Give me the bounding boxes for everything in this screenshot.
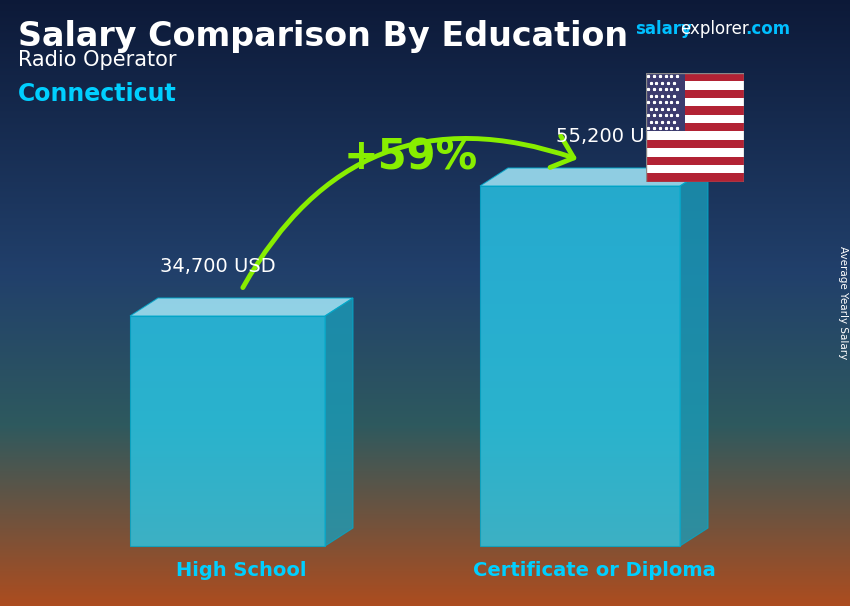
Polygon shape [680, 168, 708, 546]
Text: 55,200 USD: 55,200 USD [556, 127, 672, 146]
Polygon shape [325, 298, 353, 546]
Bar [646, 140, 744, 148]
Text: salary: salary [635, 20, 692, 38]
Bar [646, 173, 744, 182]
Text: Average Yearly Salary: Average Yearly Salary [838, 247, 848, 359]
Text: .com: .com [745, 20, 791, 38]
Text: explorer: explorer [680, 20, 749, 38]
Bar [646, 148, 744, 156]
Text: 34,700 USD: 34,700 USD [160, 257, 275, 276]
Polygon shape [130, 298, 353, 316]
Bar [646, 165, 744, 173]
Text: Salary Comparison By Education: Salary Comparison By Education [18, 20, 628, 53]
Bar [646, 73, 685, 132]
Bar [646, 156, 744, 165]
Text: Connecticut: Connecticut [18, 82, 177, 106]
Polygon shape [480, 186, 680, 546]
Bar [646, 90, 744, 98]
Bar [646, 81, 744, 90]
Bar [646, 123, 744, 132]
Text: Certificate or Diploma: Certificate or Diploma [473, 561, 716, 580]
Polygon shape [130, 316, 325, 546]
Bar [646, 73, 744, 81]
Polygon shape [480, 168, 708, 186]
Bar [646, 115, 744, 123]
Bar [646, 106, 744, 115]
Text: Radio Operator: Radio Operator [18, 50, 177, 70]
FancyArrowPatch shape [243, 136, 574, 288]
Text: +59%: +59% [343, 136, 478, 178]
Bar [646, 132, 744, 140]
Bar [646, 98, 744, 106]
Text: High School: High School [176, 561, 307, 580]
